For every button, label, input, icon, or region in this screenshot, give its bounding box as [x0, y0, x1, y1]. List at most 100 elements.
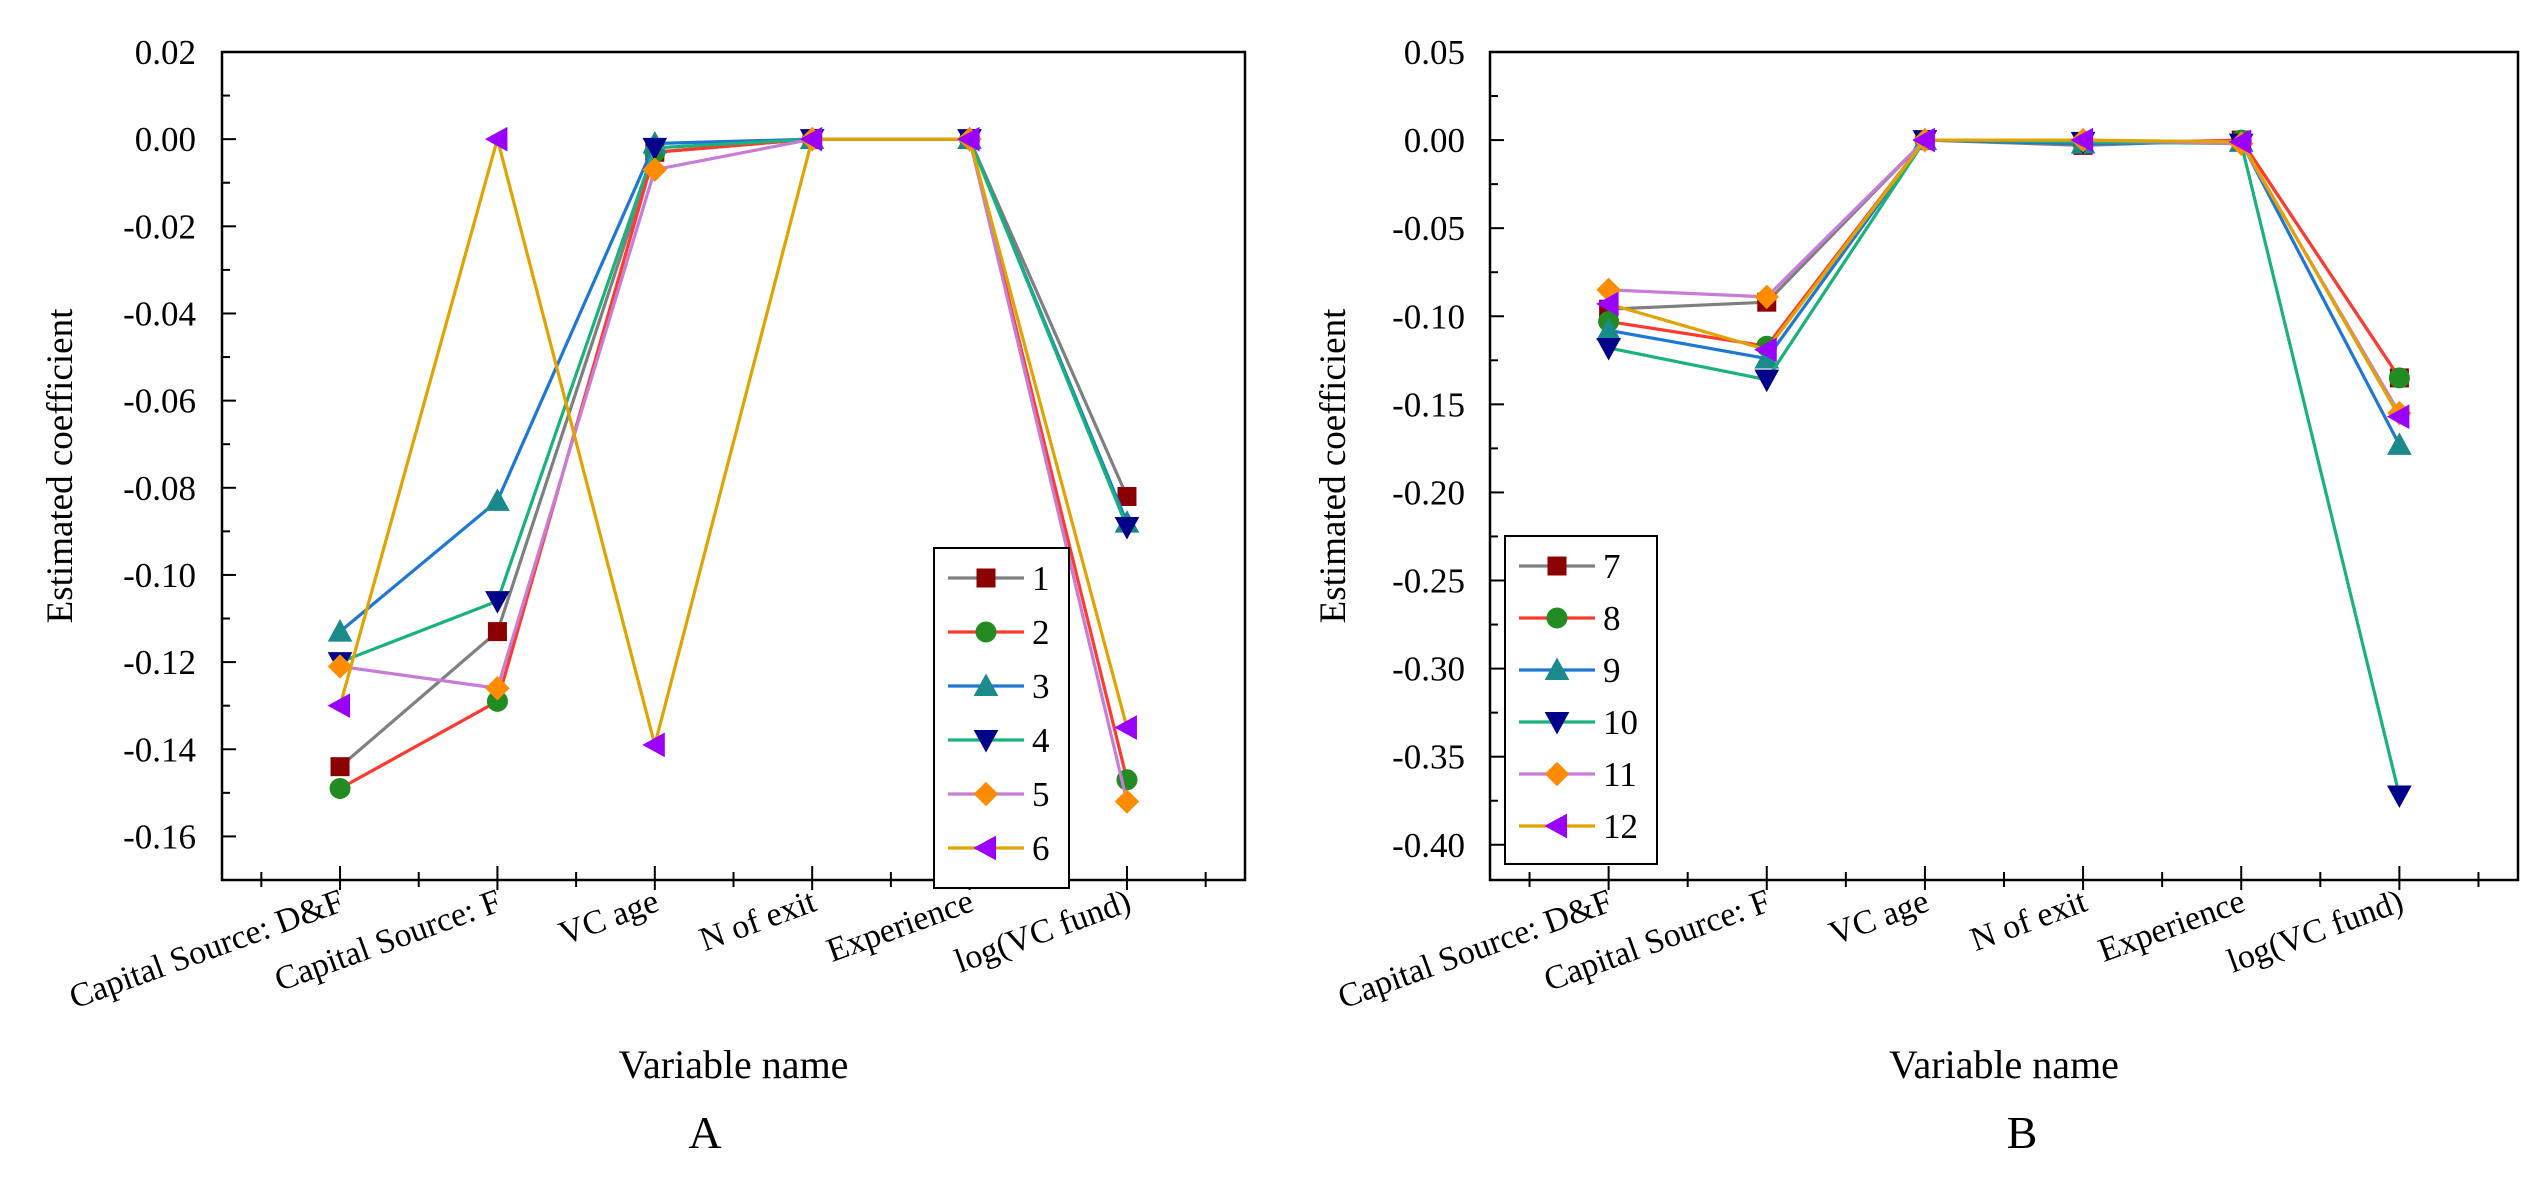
series-line [1608, 138, 2401, 379]
y-tick-label: -0.12 [123, 643, 196, 682]
legend-label: 8 [1603, 599, 1621, 638]
series-12 [1596, 127, 2410, 430]
x-axis-title: Variable name [1889, 1042, 2119, 1087]
legend-marker [1544, 761, 1570, 787]
legend-label: 7 [1603, 547, 1621, 586]
legend-marker [973, 835, 996, 861]
x-tick-label: VC age [554, 883, 663, 953]
data-point [2386, 404, 2410, 430]
legend: 7 8 9 10 11 12 [1504, 535, 1658, 865]
legend-marker [973, 730, 999, 753]
legend-box [933, 547, 1070, 889]
series-line [1608, 138, 2401, 796]
legend-marker [973, 673, 999, 696]
data-point [642, 732, 665, 758]
data-point [1117, 487, 1137, 507]
legend-label: 10 [1603, 703, 1638, 742]
y-axis-title: Estimated coefficient [40, 308, 81, 623]
data-point [642, 157, 668, 182]
data-point [1754, 337, 1777, 363]
legend-marker [1544, 657, 1570, 680]
data-point [485, 591, 510, 614]
series-line [1608, 138, 2401, 379]
series-line [1608, 138, 2401, 446]
data-point [330, 757, 350, 777]
y-tick-label: -0.35 [1392, 738, 1465, 777]
y-tick-label: -0.15 [1392, 385, 1465, 424]
y-tick-label: 0.02 [135, 33, 196, 72]
data-point [642, 137, 668, 161]
y-tick-label: -0.40 [1392, 826, 1465, 865]
y-axis-title: Estimated coefficient [1313, 308, 1354, 623]
data-point [329, 777, 351, 799]
legend-label: 3 [1032, 667, 1050, 706]
legend-label: 5 [1032, 775, 1050, 814]
panel-label: A [688, 1107, 721, 1158]
legend-label: 1 [1032, 559, 1050, 598]
data-point [2070, 127, 2094, 153]
y-tick-label: -0.14 [123, 730, 196, 769]
legend-label: 6 [1032, 829, 1050, 868]
legend-marker [973, 781, 999, 807]
y-tick-label: -0.10 [1392, 297, 1465, 336]
series-line [338, 137, 1129, 747]
y-tick-label: -0.02 [123, 207, 196, 246]
legend-marker [1546, 607, 1568, 629]
legend: 1 2 3 4 5 6 [933, 547, 1070, 889]
series-line [339, 137, 1129, 802]
series-7 [1599, 130, 2409, 388]
x-tick-label: Capital Source: D&F [1333, 883, 1617, 1017]
data-point [327, 654, 353, 679]
x-axis-title: Variable name [619, 1042, 849, 1087]
data-point [1912, 127, 1935, 153]
x-tick-label: Capital Source: D&F [65, 883, 349, 1017]
series-line [339, 137, 1129, 664]
x-tick-label: VC age [1824, 883, 1933, 953]
series-line [1608, 138, 2401, 418]
data-point [1754, 284, 1779, 310]
legend-marker [976, 568, 996, 588]
panel-label: B [2007, 1107, 2038, 1158]
y-tick-label: -0.30 [1392, 650, 1465, 689]
y-tick-label: -0.08 [123, 469, 196, 508]
series-9 [1596, 127, 2412, 455]
data-point [2228, 129, 2252, 155]
y-tick-label: -0.06 [123, 382, 196, 421]
legend-marker [1544, 813, 1567, 839]
chart-panel-a: 0.02 0.00 -0.02 -0.04 -0.06 -0.08 -0.10 -0.12 -0… [40, 33, 1247, 1158]
data-point [957, 126, 980, 152]
y-tick-label: -0.20 [1392, 473, 1465, 512]
y-tick-label: -0.05 [1392, 209, 1465, 248]
legend-label: 4 [1032, 721, 1050, 760]
x-tick-label: N of exit [1966, 883, 2093, 959]
legend-label: 11 [1603, 755, 1637, 794]
legend-marker [1547, 556, 1567, 576]
data-point [2387, 785, 2412, 808]
data-point [1596, 337, 1621, 361]
data-point [485, 676, 510, 701]
x-tick-label: log(VC fund) [2222, 883, 2408, 981]
x-tick-label: log(VC fund) [950, 883, 1136, 981]
y-tick-label: -0.16 [123, 817, 196, 856]
data-point [327, 693, 351, 719]
data-point [484, 126, 508, 152]
data-point [487, 622, 507, 642]
data-point [2387, 432, 2412, 455]
data-point [327, 619, 353, 642]
y-tick-label: 0.00 [1404, 121, 1465, 160]
legend-label: 2 [1032, 613, 1050, 652]
legend-label: 9 [1603, 651, 1621, 690]
data-point [1114, 517, 1140, 540]
y-tick-label: -0.25 [1392, 562, 1465, 601]
x-tick-label: N of exit [695, 883, 822, 959]
legend-marker [1544, 712, 1570, 735]
y-tick-label: 0.00 [135, 120, 196, 159]
y-tick-label: -0.10 [123, 556, 196, 595]
data-point [485, 488, 510, 511]
chart-panel-b: 0.05 0.00 -0.05 -0.10 -0.15 -0.20 -0.25 -0.30 -0… [1313, 33, 2520, 1158]
data-point [2388, 367, 2410, 389]
legend-marker [975, 621, 997, 643]
data-point [1754, 369, 1780, 393]
y-tick-label: -0.04 [123, 294, 196, 333]
